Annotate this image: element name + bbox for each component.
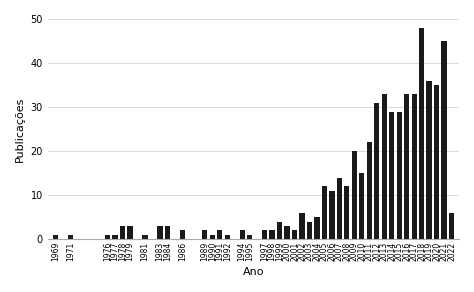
Bar: [359, 173, 365, 239]
Bar: [337, 178, 342, 239]
Bar: [202, 230, 208, 239]
Bar: [434, 85, 439, 239]
Bar: [329, 191, 335, 239]
Bar: [239, 230, 245, 239]
Bar: [217, 230, 222, 239]
Bar: [225, 235, 230, 239]
X-axis label: Ano: Ano: [243, 267, 264, 277]
Bar: [68, 235, 73, 239]
Bar: [112, 235, 118, 239]
Bar: [277, 222, 282, 239]
Bar: [382, 94, 387, 239]
Bar: [53, 235, 58, 239]
Bar: [374, 103, 379, 239]
Y-axis label: Publicações: Publicações: [15, 96, 25, 162]
Bar: [344, 186, 349, 239]
Bar: [404, 94, 409, 239]
Bar: [441, 41, 447, 239]
Bar: [300, 213, 305, 239]
Bar: [262, 230, 267, 239]
Bar: [284, 226, 290, 239]
Bar: [389, 112, 394, 239]
Bar: [128, 226, 133, 239]
Bar: [419, 28, 424, 239]
Bar: [307, 222, 312, 239]
Bar: [314, 217, 319, 239]
Bar: [247, 235, 252, 239]
Bar: [352, 151, 357, 239]
Bar: [157, 226, 163, 239]
Bar: [270, 230, 275, 239]
Bar: [449, 213, 454, 239]
Bar: [427, 81, 432, 239]
Bar: [397, 112, 402, 239]
Bar: [322, 186, 327, 239]
Bar: [142, 235, 147, 239]
Bar: [105, 235, 110, 239]
Bar: [411, 94, 417, 239]
Bar: [292, 230, 297, 239]
Bar: [180, 230, 185, 239]
Bar: [210, 235, 215, 239]
Bar: [165, 226, 170, 239]
Bar: [367, 142, 372, 239]
Bar: [120, 226, 125, 239]
